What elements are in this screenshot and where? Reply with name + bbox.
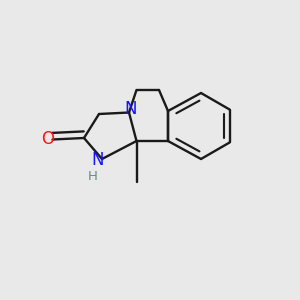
Text: O: O <box>41 130 55 148</box>
Text: N: N <box>124 100 137 118</box>
Text: N: N <box>91 151 104 169</box>
Text: H: H <box>88 170 98 184</box>
